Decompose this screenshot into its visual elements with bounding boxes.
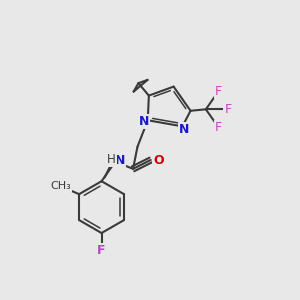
Text: F: F [215,85,222,98]
Text: H: H [107,153,116,166]
Text: F: F [224,103,232,116]
Text: F: F [215,121,222,134]
Text: N: N [115,154,125,167]
Text: O: O [153,154,164,166]
Text: F: F [97,244,106,257]
Text: N: N [179,123,189,136]
Text: CH₃: CH₃ [50,181,71,191]
Text: N: N [139,115,149,128]
